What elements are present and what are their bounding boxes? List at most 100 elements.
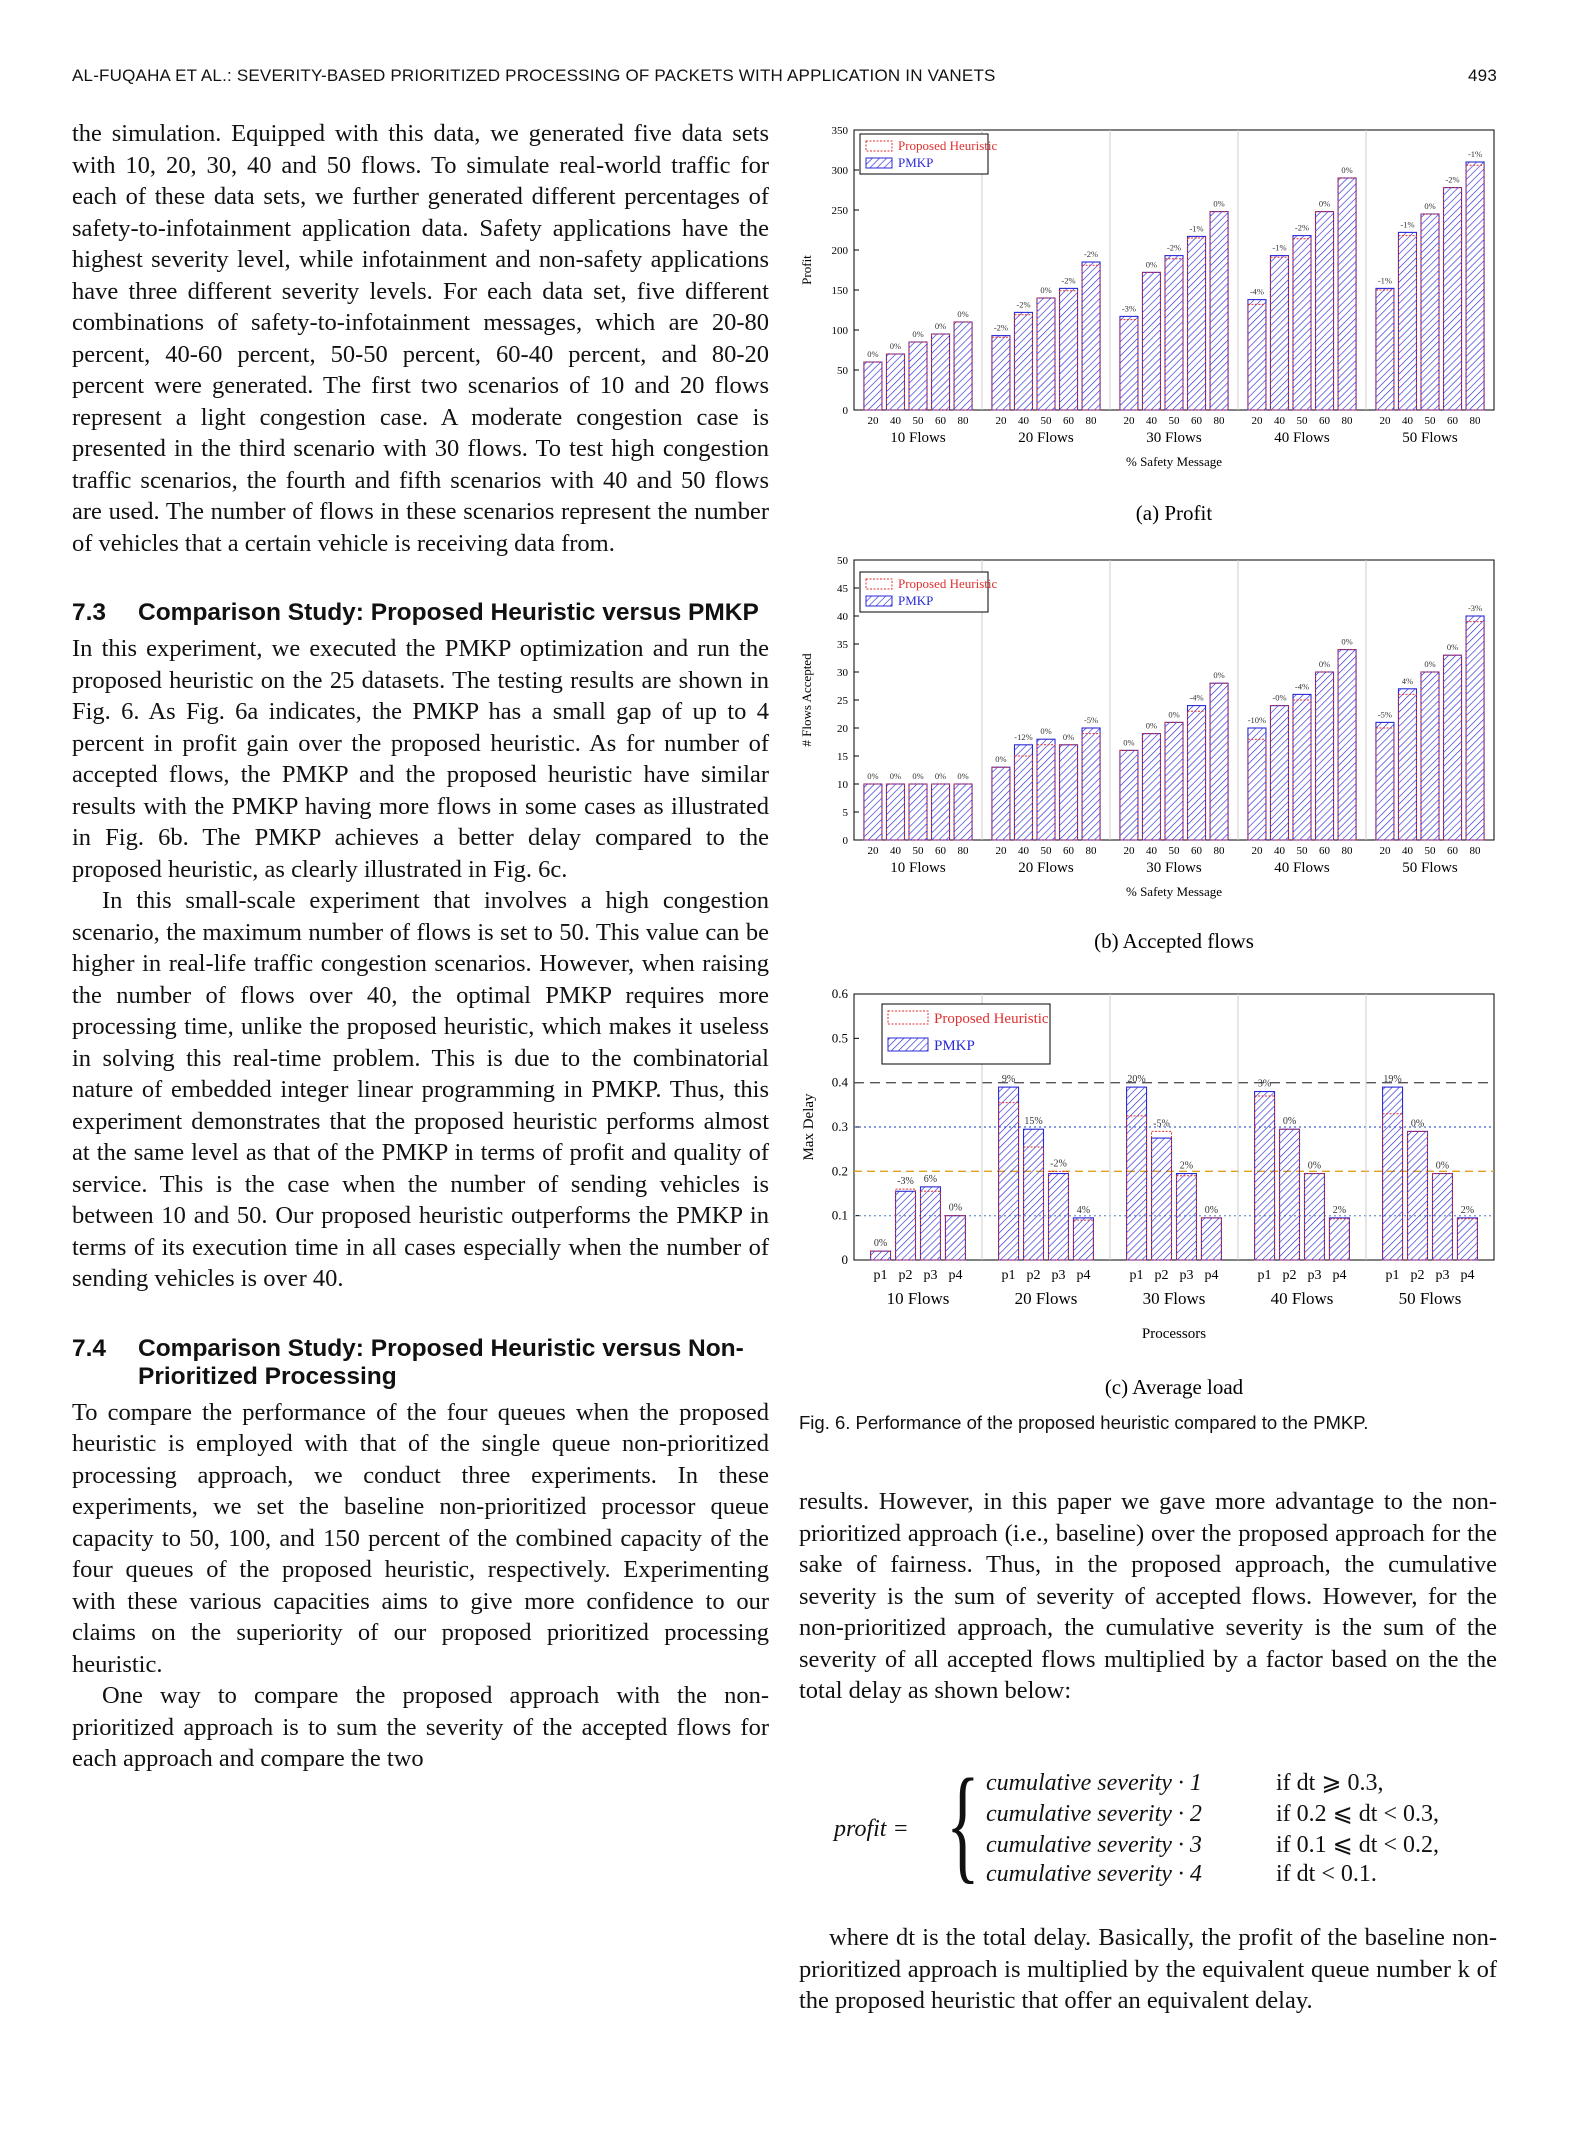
pmkp-bar xyxy=(1058,744,1079,841)
left-column: the simulation. Equipped with this data,… xyxy=(72,118,769,1775)
pmkp-bar xyxy=(1456,1217,1478,1261)
equation-case: cumulative severity · 2 if 0.2 ⩽ dt < 0.3… xyxy=(986,1801,1439,1827)
percent-label: -2% xyxy=(1084,249,1098,259)
heuristic-bar xyxy=(1337,177,1357,411)
pmkp-bar xyxy=(1141,733,1162,841)
heuristic-bar xyxy=(885,783,905,841)
group-label: 30 Flows xyxy=(1146,860,1202,876)
pmkp-bar xyxy=(1397,231,1418,411)
percent-label: 0% xyxy=(1205,1205,1218,1216)
category-label: 60 xyxy=(1447,415,1459,427)
percent-label: 9% xyxy=(1002,1074,1015,1085)
heuristic-bar xyxy=(1141,271,1161,411)
y-tick-label: 200 xyxy=(832,245,849,257)
legend-heuristic: Proposed Heuristic xyxy=(934,1011,1049,1027)
page-number: 493 xyxy=(1468,66,1497,85)
category-label: 60 xyxy=(1191,845,1203,857)
category-label: 20 xyxy=(995,845,1007,857)
category-label: 40 xyxy=(890,415,902,427)
legend-swatch-pmkp xyxy=(887,1037,929,1052)
percent-label: 0% xyxy=(957,309,968,319)
paragraph: To compare the performance of the four q… xyxy=(72,1398,769,1678)
pmkp-bar xyxy=(1186,235,1207,411)
category-label: 40 xyxy=(1402,415,1414,427)
pmkp-bar xyxy=(1072,1217,1094,1261)
percent-label: 3% xyxy=(1258,1079,1271,1090)
percent-label: 0% xyxy=(1213,199,1224,209)
category-label: 80 xyxy=(1342,415,1354,427)
pmkp-bar xyxy=(863,361,883,411)
heuristic-bar xyxy=(908,783,928,841)
category-label: 60 xyxy=(1447,845,1459,857)
category-label: 60 xyxy=(935,415,947,427)
heuristic-bar xyxy=(1141,733,1161,841)
heuristic-bar xyxy=(1254,1095,1276,1261)
category-label: p1 xyxy=(1386,1268,1400,1283)
heuristic-bar xyxy=(1279,1128,1301,1261)
category-label: p2 xyxy=(1411,1268,1425,1283)
category-label: p3 xyxy=(923,1268,937,1283)
heuristic-bar xyxy=(1013,314,1033,411)
pmkp-bar xyxy=(1164,721,1184,841)
heuristic-bar xyxy=(908,341,928,411)
pmkp-bar xyxy=(1314,671,1335,841)
pmkp-bar xyxy=(1200,1217,1222,1261)
y-axis-label: Max Delay xyxy=(801,1093,817,1161)
percent-label: -2% xyxy=(1295,223,1309,233)
section-title: Comparison Study: Proposed Heuristic ver… xyxy=(138,1334,744,1390)
heuristic-bar xyxy=(1036,297,1056,411)
pmkp-bar xyxy=(1278,1128,1301,1261)
percent-label: -1% xyxy=(1272,243,1286,253)
heuristic-bar xyxy=(1036,744,1056,841)
heuristic-bar xyxy=(1209,211,1229,411)
category-label: 40 xyxy=(1146,415,1158,427)
pmkp-bar xyxy=(1247,299,1267,411)
category-label: 20 xyxy=(867,415,879,427)
heuristic-bar xyxy=(1126,1115,1148,1261)
category-label: 60 xyxy=(1063,845,1075,857)
category-label: 20 xyxy=(1251,845,1263,857)
percent-label: 6% xyxy=(924,1174,937,1185)
category-label: 20 xyxy=(1379,415,1391,427)
category-label: 80 xyxy=(958,415,970,427)
category-label: 20 xyxy=(1123,415,1135,427)
percent-label: -3% xyxy=(1468,603,1482,613)
pmkp-bar xyxy=(1164,255,1184,411)
category-label: p1 xyxy=(1258,1268,1272,1283)
max-delay-chart: 0 0.1 0.2 0.3 0.4 0.5 0.6 Max Delay 0% p1 -3% p2 6% p… xyxy=(801,986,1495,1399)
category-label: p2 xyxy=(899,1268,913,1283)
pmkp-bar xyxy=(1175,1173,1198,1261)
percent-label: 0% xyxy=(1063,732,1074,742)
percent-label: 0% xyxy=(1146,721,1157,731)
pmkp-bar xyxy=(1141,271,1162,411)
category-label: 50 xyxy=(913,415,925,427)
running-title: AL-FUQAHA ET AL.: SEVERITY-BASED PRIORIT… xyxy=(72,66,996,85)
y-tick-label: 20 xyxy=(837,723,849,735)
heuristic-bar xyxy=(1187,710,1207,841)
group-label: 10 Flows xyxy=(887,1289,950,1308)
group-label: 50 Flows xyxy=(1402,860,1458,876)
section-number: 7.4 xyxy=(72,1334,107,1362)
heuristic-bar xyxy=(1465,621,1485,841)
heuristic-bar xyxy=(953,783,973,841)
equation-case: cumulative severity · 1 if dt ⩾ 0.3, xyxy=(986,1770,1384,1796)
percent-label: 4% xyxy=(1402,676,1413,686)
heuristic-bar xyxy=(931,333,951,411)
heuristic-bar xyxy=(1315,211,1335,411)
percent-label: -5% xyxy=(1378,709,1392,719)
pmkp-bar xyxy=(1420,671,1440,841)
category-label: 40 xyxy=(1274,415,1286,427)
percent-label: -2% xyxy=(1445,175,1459,185)
group-label: 30 Flows xyxy=(1146,430,1202,446)
percent-label: -4% xyxy=(1250,287,1264,297)
heuristic-bar xyxy=(870,1250,892,1261)
percent-label: -10% xyxy=(1248,715,1266,725)
section-number: 7.3 xyxy=(72,599,107,626)
category-label: p3 xyxy=(1435,1268,1449,1283)
y-tick-label: 0.2 xyxy=(832,1163,848,1178)
pmkp-bar xyxy=(1119,315,1139,411)
paragraph: In this small-scale experiment that invo… xyxy=(72,887,769,1292)
y-tick-label: 40 xyxy=(837,611,849,623)
category-label: 50 xyxy=(1041,845,1053,857)
category-label: 40 xyxy=(890,845,902,857)
